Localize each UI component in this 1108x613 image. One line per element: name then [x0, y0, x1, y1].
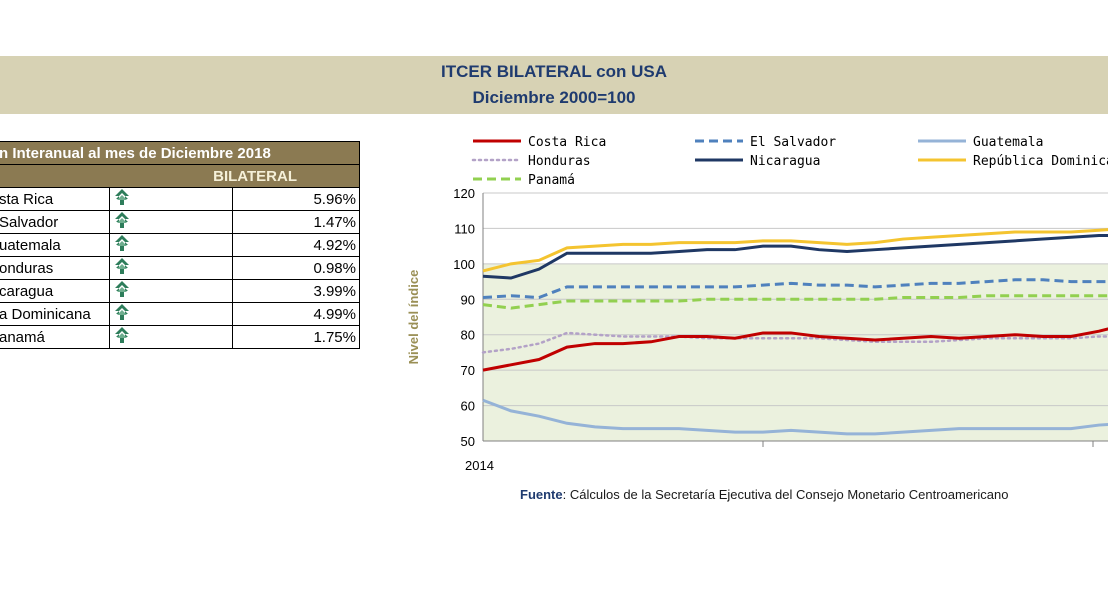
y-axis-label: Nivel del índice — [406, 270, 421, 365]
variation-value: 5.96% — [232, 187, 360, 211]
y-tick-label: 120 — [453, 186, 475, 201]
y-tick-label: 100 — [453, 257, 475, 272]
country-name: onduras — [0, 259, 54, 277]
plot-background-band — [483, 263, 1108, 441]
trend-cell — [109, 325, 233, 349]
series-line-honduras — [481, 331, 1108, 354]
table-row: anamá 1.75% — [0, 325, 360, 349]
country-cell: sta Rica — [0, 187, 110, 211]
country-name: a Dominicana — [0, 305, 91, 323]
country-name: Salvador — [0, 213, 59, 231]
legend-label-costa-rica: Costa Rica — [528, 135, 606, 150]
variation-value: 1.75% — [232, 325, 360, 349]
country-cell: onduras — [0, 256, 110, 280]
up-arrow-icon — [115, 304, 129, 320]
itcer-line-chart: Costa Rica El Salvador Guatemala Honduras Ni… — [406, 135, 1108, 473]
y-tick-label: 90 — [461, 292, 475, 307]
y-tick-label: 60 — [461, 399, 475, 414]
table-row: caragua 3.99% — [0, 279, 360, 303]
series-line-nicaragua — [482, 234, 1108, 280]
legend-label-honduras: Honduras — [528, 154, 591, 169]
trend-cell — [109, 233, 233, 257]
variation-value: 4.99% — [232, 302, 360, 326]
country-cell: anamá — [0, 325, 110, 349]
series-line-panama — [482, 294, 1108, 310]
up-arrow-icon — [115, 235, 129, 251]
y-tick-label: 50 — [461, 434, 475, 449]
y-tick-label: 70 — [461, 363, 475, 378]
source-note: Fuente: Cálculos de la Secretaría Ejecut… — [520, 487, 1008, 502]
table-row: uatemala 4.92% — [0, 233, 360, 257]
series-line-el-salvador — [482, 278, 1108, 300]
y-tick-label: 80 — [461, 328, 475, 343]
chart-title: ITCER BILATERAL con USA — [440, 62, 668, 81]
variation-value: 1.47% — [232, 210, 360, 234]
trend-cell — [109, 279, 233, 303]
table-row: onduras 0.98% — [0, 256, 360, 280]
source-label: Fuente — [520, 487, 563, 502]
country-name: caragua — [0, 282, 54, 300]
chart-legend: Costa Rica El Salvador Guatemala Honduras Ni… — [471, 135, 1108, 188]
up-arrow-icon — [115, 212, 129, 228]
up-arrow-icon — [115, 281, 129, 297]
variation-value: 4.92% — [232, 233, 360, 257]
plot-area: 50 60 70 80 90 100 110 120 2014 Nivel del índice — [406, 186, 1108, 473]
table-header-period: n Interanual al mes de Diciembre 2018 — [0, 141, 360, 165]
up-arrow-icon — [115, 189, 129, 205]
variation-value: 3.99% — [232, 279, 360, 303]
country-name: sta Rica — [0, 190, 54, 208]
title-banner: ITCER BILATERAL con USA Diciembre 2000=1… — [0, 56, 1108, 114]
legend-label-nicaragua: Nicaragua — [750, 154, 820, 169]
series-line-republica-dominicana — [482, 228, 1108, 273]
country-cell: caragua — [0, 279, 110, 303]
country-name: uatemala — [0, 236, 61, 254]
table-row: sta Rica 5.96% — [0, 187, 360, 211]
series-line-costa-rica — [482, 327, 1108, 372]
legend-label-republica-dominicana: República Dominicana — [973, 154, 1108, 169]
legend-label-guatemala: Guatemala — [973, 135, 1043, 150]
country-cell: a Dominicana — [0, 302, 110, 326]
legend-label-panama: Panamá — [528, 173, 575, 188]
table-row: a Dominicana 4.99% — [0, 302, 360, 326]
series-line-guatemala — [482, 398, 1108, 436]
trend-cell — [109, 302, 233, 326]
trend-cell — [109, 187, 233, 211]
up-arrow-icon — [115, 258, 129, 274]
country-cell: Salvador — [0, 210, 110, 234]
source-text: : Cálculos de la Secretaría Ejecutiva de… — [562, 487, 1009, 502]
table-body: sta Rica 5.96% Salvador 1.47% uatemala 4.92% o… — [0, 187, 360, 349]
table-row: Salvador 1.47% — [0, 210, 360, 234]
legend-label-el-salvador: El Salvador — [750, 135, 836, 150]
x-tick-label: 2014 — [465, 458, 494, 473]
trend-cell — [109, 210, 233, 234]
y-tick-label: 110 — [454, 221, 475, 236]
variation-value: 0.98% — [232, 256, 360, 280]
chart-subtitle: Diciembre 2000=100 — [472, 88, 636, 107]
country-cell: uatemala — [0, 233, 110, 257]
trend-cell — [109, 256, 233, 280]
country-name: anamá — [0, 328, 45, 346]
variation-table: n Interanual al mes de Diciembre 2018 BI… — [0, 141, 360, 349]
up-arrow-icon — [115, 327, 129, 343]
table-header-bilateral: BILATERAL — [0, 164, 360, 188]
